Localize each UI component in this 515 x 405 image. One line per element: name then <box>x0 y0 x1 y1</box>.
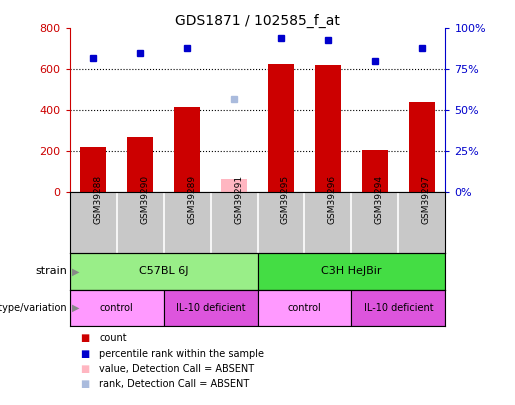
Text: IL-10 deficient: IL-10 deficient <box>364 303 433 313</box>
Bar <box>315 65 341 192</box>
Text: C3H HeJBir: C3H HeJBir <box>321 266 382 276</box>
Bar <box>70 253 258 290</box>
Bar <box>268 64 294 192</box>
Text: GSM39296: GSM39296 <box>328 175 337 224</box>
Text: strain: strain <box>35 266 67 276</box>
Text: GSM39295: GSM39295 <box>281 175 290 224</box>
Bar <box>352 290 445 326</box>
Text: ■: ■ <box>80 379 89 389</box>
Text: GSM39291: GSM39291 <box>234 175 243 224</box>
Text: control: control <box>287 303 321 313</box>
Text: rank, Detection Call = ABSENT: rank, Detection Call = ABSENT <box>99 379 250 389</box>
Bar <box>258 290 352 326</box>
Text: ■: ■ <box>80 333 89 343</box>
Bar <box>127 137 153 192</box>
Text: ▶: ▶ <box>72 266 80 276</box>
Text: GSM39290: GSM39290 <box>140 175 149 224</box>
Text: GDS1871 / 102585_f_at: GDS1871 / 102585_f_at <box>175 14 340 28</box>
Text: ■: ■ <box>80 364 89 374</box>
Bar <box>164 290 258 326</box>
Bar <box>258 253 445 290</box>
Text: GSM39289: GSM39289 <box>187 175 196 224</box>
Bar <box>409 102 435 192</box>
Text: GSM39294: GSM39294 <box>375 175 384 224</box>
Text: GSM39288: GSM39288 <box>93 175 102 224</box>
Text: GSM39297: GSM39297 <box>422 175 431 224</box>
Bar <box>70 290 164 326</box>
Bar <box>174 107 200 192</box>
Text: percentile rank within the sample: percentile rank within the sample <box>99 349 264 358</box>
Bar <box>221 179 247 192</box>
Text: count: count <box>99 333 127 343</box>
Text: value, Detection Call = ABSENT: value, Detection Call = ABSENT <box>99 364 254 374</box>
Bar <box>80 147 106 192</box>
Text: genotype/variation: genotype/variation <box>0 303 67 313</box>
Text: ■: ■ <box>80 349 89 358</box>
Text: IL-10 deficient: IL-10 deficient <box>176 303 245 313</box>
Text: ▶: ▶ <box>72 303 80 313</box>
Text: control: control <box>99 303 133 313</box>
Bar <box>362 150 388 192</box>
Text: C57BL 6J: C57BL 6J <box>139 266 188 276</box>
